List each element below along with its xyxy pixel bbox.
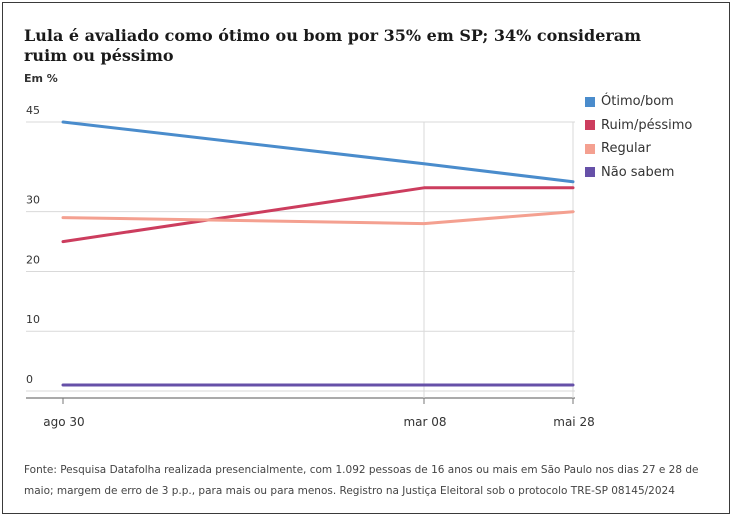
y-unit-label: Em % [24, 72, 58, 85]
legend-label: Ruim/péssimo [601, 117, 693, 133]
legend: Ótimo/bom Ruim/péssimo Regular Não sabem [585, 90, 692, 184]
legend-swatch [585, 167, 595, 178]
y-tick-label: 45 [26, 104, 40, 117]
legend-swatch [585, 120, 595, 131]
y-tick-labels: 0 10 20 30 45 [26, 104, 40, 386]
series-line-ruim-pessimo [61, 186, 575, 244]
y-tick-label: 0 [26, 373, 33, 386]
x-tick-label: ago 30 [43, 415, 84, 429]
legend-item: Regular [585, 137, 692, 161]
y-tick-label: 20 [26, 253, 40, 266]
legend-item: Ótimo/bom [585, 90, 692, 114]
legend-label: Ótimo/bom [601, 94, 674, 110]
x-tick-label: mai 28 [553, 415, 594, 429]
grid-lines [26, 121, 575, 404]
legend-item: Ruim/péssimo [585, 114, 692, 138]
legend-swatch [585, 96, 595, 107]
series-lines [61, 120, 575, 387]
y-tick-label: 10 [26, 313, 40, 326]
series-line-otimo-bom [61, 120, 575, 184]
y-tick-label: 30 [26, 194, 40, 207]
chart-title: Lula é avaliado como ótimo ou bom por 35… [24, 26, 642, 65]
legend-swatch [585, 143, 595, 154]
legend-label: Não sabem [601, 164, 675, 180]
x-tick-labels: ago 30 mar 08 mai 28 [43, 415, 594, 429]
legend-label: Regular [601, 141, 651, 157]
legend-item: Não sabem [585, 161, 692, 185]
source-note: Fonte: Pesquisa Datafolha realizada pres… [24, 464, 699, 497]
x-tick-label: mar 08 [403, 415, 446, 429]
series-line-regular [61, 210, 575, 226]
